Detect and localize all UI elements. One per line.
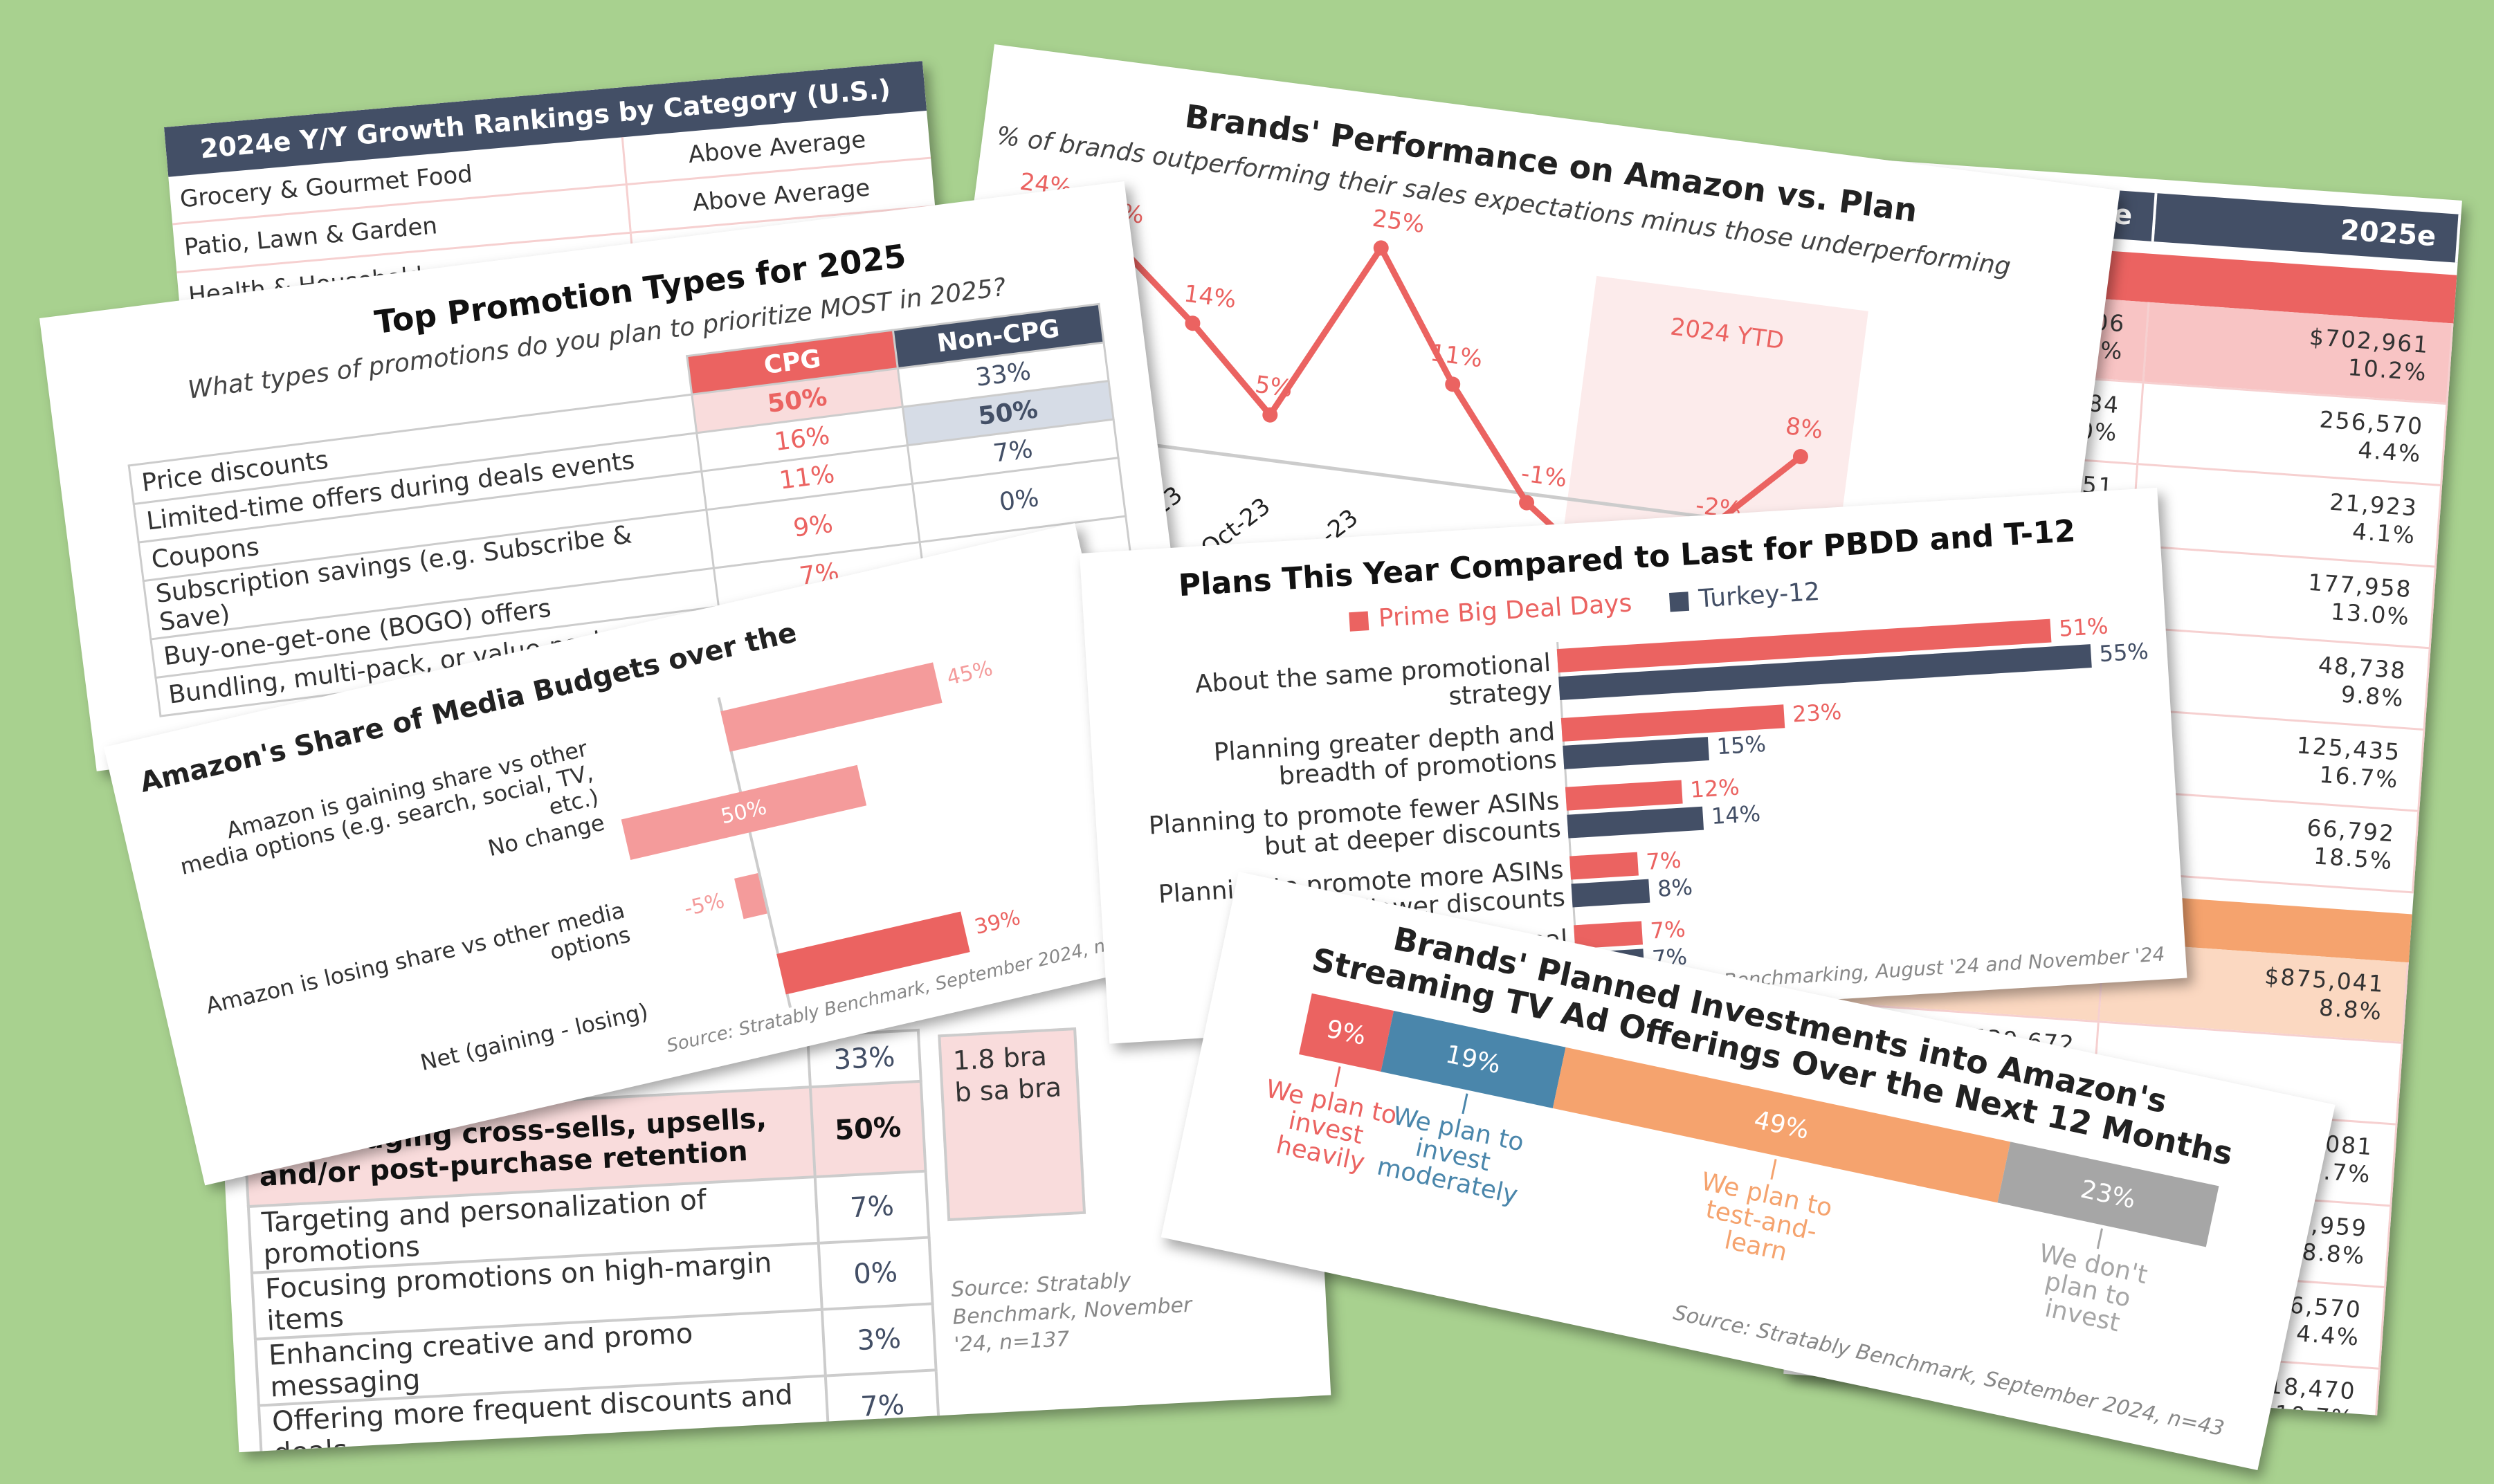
category-label: Planning greater depth and breadth of pr… (1212, 717, 1558, 791)
bar-value-label: 12% (1689, 773, 1740, 803)
segment-category-label: We plan to test-and-learn (1698, 1167, 1835, 1267)
bar-turkey-12 (1571, 879, 1650, 908)
bar-value-label: 14% (1710, 800, 1762, 830)
leader-line (1769, 1159, 1777, 1180)
leader-line (1334, 1066, 1341, 1088)
priority-value: 7% (825, 1370, 940, 1442)
leader-line (2096, 1228, 2103, 1249)
leader-line (1462, 1093, 1468, 1115)
source-note: Source: Stratably Benchmark, November '2… (950, 1268, 1193, 1357)
data-point (1262, 407, 1278, 423)
segment-category-label: We plan to invest moderately (1374, 1101, 1527, 1210)
legend-label-t12: Turkey-12 (1697, 577, 1821, 614)
side-note-box: 1.8 bra b sa bra (938, 1027, 1086, 1222)
bar-value-label: 15% (1715, 731, 1767, 760)
data-label: 25% (1371, 205, 1426, 239)
segment-value-label: 19% (1443, 1040, 1504, 1079)
bar-value-label: 23% (1791, 698, 1843, 728)
data-point (1792, 449, 1808, 465)
data-label: 8% (1784, 412, 1825, 445)
bar: 50% (621, 764, 867, 860)
priority-value: 50% (810, 1081, 926, 1178)
data-point (1373, 240, 1389, 256)
priority-value: 3% (821, 1303, 936, 1376)
segment-value-label: 9% (1324, 1014, 1369, 1051)
segment-value-label: 49% (1751, 1105, 1812, 1145)
bar-value-label: 39% (972, 905, 1023, 940)
data-label: 11% (1428, 339, 1484, 373)
bar-value-label: 45% (944, 656, 995, 690)
data-label: -1% (1520, 459, 1569, 493)
category-label: About the same promotional strategy (1194, 648, 1554, 711)
data-point (1185, 315, 1201, 331)
stacked-segment: 9% (1299, 993, 1394, 1072)
bar-pbdd (1569, 852, 1639, 880)
bar-value-label: -5% (682, 888, 727, 922)
legend-swatch-pbdd: ■ (1346, 604, 1380, 635)
legend-swatch-t12: ■ (1666, 585, 1700, 616)
data-point (1445, 376, 1461, 392)
priority-value: 7% (814, 1171, 929, 1243)
bar-value-label: 8% (1657, 873, 1693, 902)
data-point (1519, 495, 1535, 511)
bar-value-label: 51% (2058, 612, 2109, 642)
bar-turkey-12 (1567, 806, 1704, 839)
data-label: 5% (1253, 371, 1294, 403)
bar-value-label: 55% (2098, 638, 2149, 668)
bar-turkey-12 (1563, 737, 1709, 769)
bar-value-label: 7% (1645, 846, 1682, 875)
priority-value: 0% (818, 1237, 933, 1310)
data-label: 14% (1183, 280, 1238, 313)
column-header-2025e: 2025e (2154, 193, 2461, 263)
bar-value-label: 50% (718, 795, 770, 830)
legend-label-pbdd: Prime Big Deal Days (1377, 589, 1633, 633)
category-label: Planning to promote fewer ASINs but at d… (1147, 787, 1562, 861)
segment-value-label: 23% (2077, 1175, 2138, 1214)
bar (720, 662, 943, 752)
segment-category-label: We don't plan to invest (2036, 1239, 2150, 1338)
bar-pbdd (1565, 780, 1683, 811)
bar-value-label: 7% (1649, 915, 1686, 944)
